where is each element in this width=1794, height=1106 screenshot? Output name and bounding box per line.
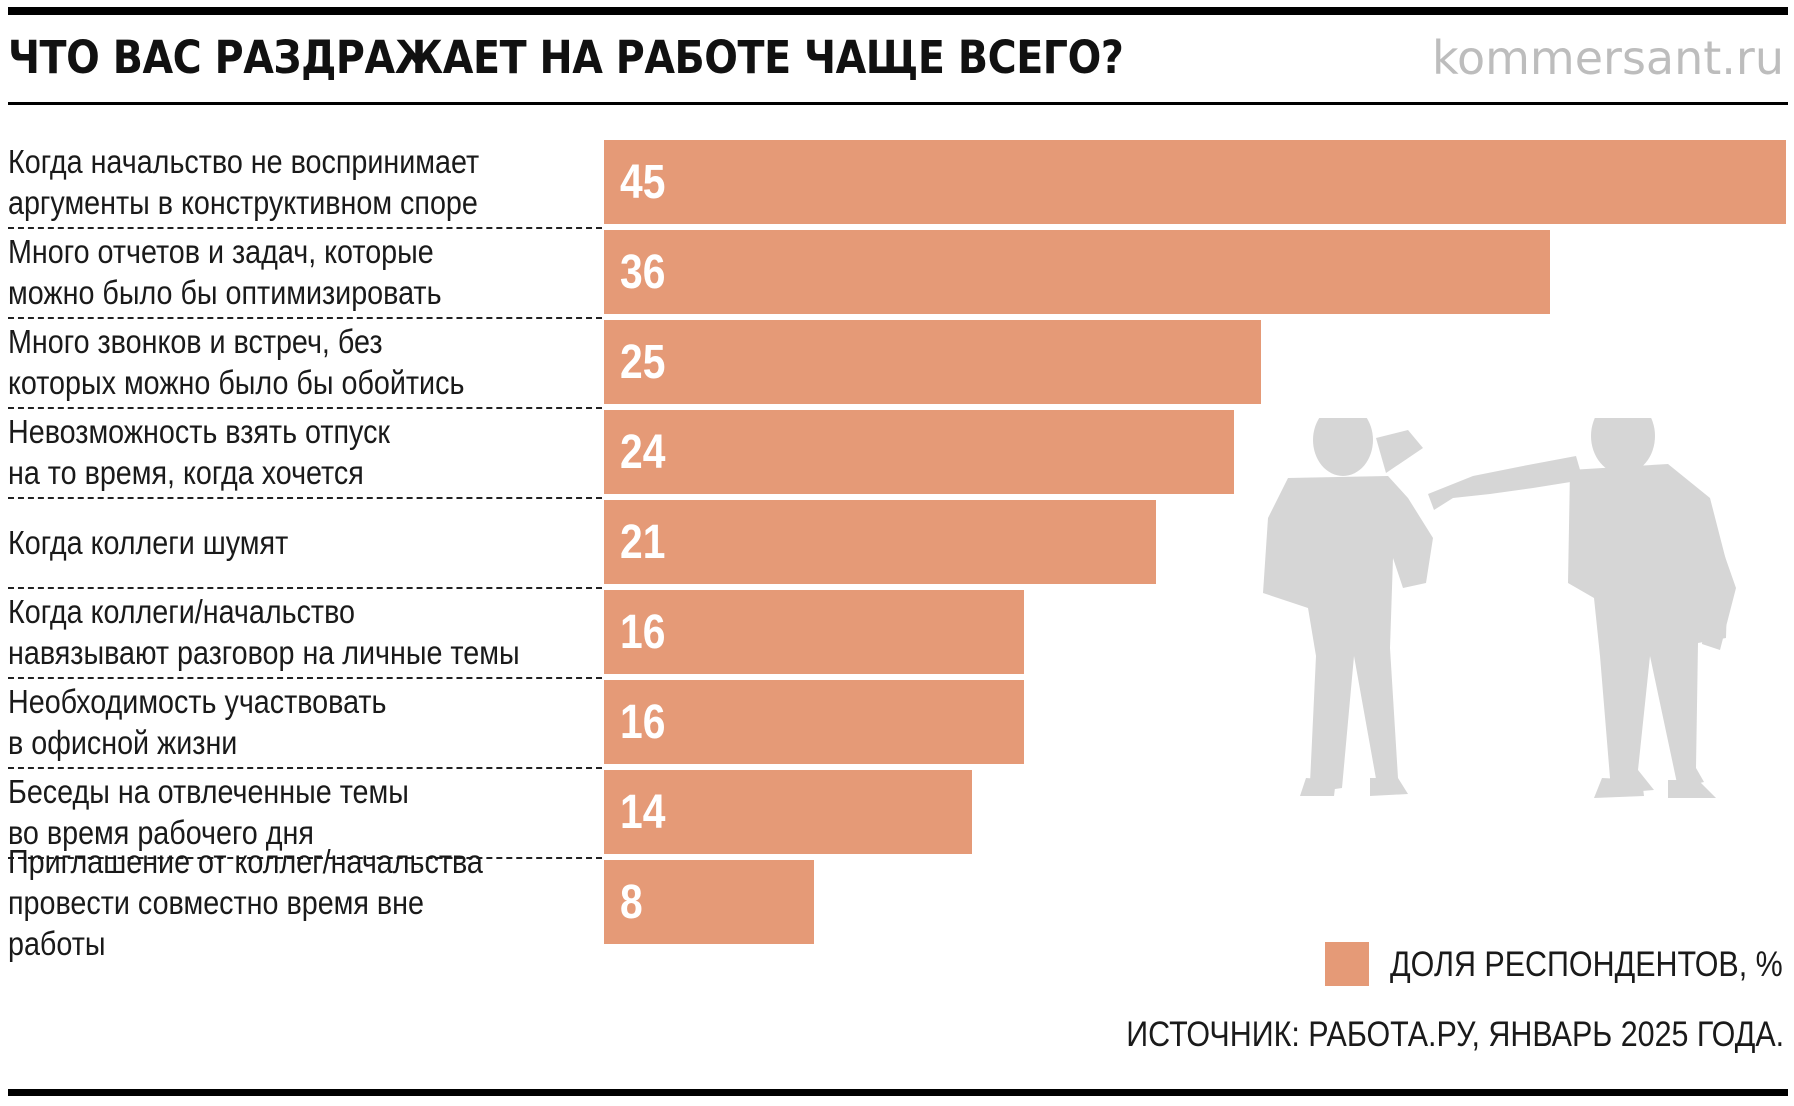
- legend-swatch: [1325, 942, 1369, 986]
- row-divider: [8, 677, 602, 679]
- category-label-text: Когда начальство не воспринимает аргумен…: [8, 143, 480, 221]
- row-divider: [8, 227, 602, 229]
- bar: [604, 860, 814, 944]
- legend-label: ДОЛЯ РЕСПОНДЕНТОВ, %: [1390, 945, 1783, 984]
- site-watermark: kommersant.ru: [1431, 31, 1784, 85]
- bar: [604, 500, 1156, 584]
- bar: [604, 590, 1024, 674]
- two-men-silhouette-icon: [1263, 418, 1736, 798]
- row-divider: [8, 407, 602, 409]
- category-label: Много звонков и встреч, без которых можн…: [8, 320, 598, 404]
- category-label: Когда коллеги шумят: [8, 500, 598, 584]
- bar-value-label: 21: [620, 515, 666, 569]
- category-label: Необходимость участвовать в офисной жизн…: [8, 680, 598, 764]
- bar: [604, 140, 1786, 224]
- bar: [604, 680, 1024, 764]
- category-label: Беседы на отвлеченные темы во время рабо…: [8, 770, 598, 854]
- bar-value-label: 8: [620, 875, 643, 929]
- category-label-text: Необходимость участвовать в офисной жизн…: [8, 683, 387, 761]
- row-divider: [8, 497, 602, 499]
- bar-value-label: 24: [620, 425, 666, 479]
- bar: [604, 770, 972, 854]
- category-label-text: Приглашение от коллег/начальства провест…: [8, 842, 483, 962]
- category-label-text: Беседы на отвлеченные темы во время рабо…: [8, 773, 409, 851]
- bottom-rule: [8, 1089, 1788, 1096]
- bar-value-label: 16: [620, 695, 666, 749]
- bar-value-label: 16: [620, 605, 666, 659]
- chart-title: ЧТО ВАС РАЗДРАЖАЕТ НА РАБОТЕ ЧАЩЕ ВСЕГО?: [8, 31, 1124, 84]
- bar-value-label: 45: [620, 155, 666, 209]
- row-divider: [8, 317, 602, 319]
- category-label: Невозможность взять отпуск на то время, …: [8, 410, 598, 494]
- row-divider: [8, 767, 602, 769]
- category-label: Приглашение от коллег/начальства провест…: [8, 843, 598, 962]
- bar: [604, 320, 1261, 404]
- row-divider: [8, 857, 602, 859]
- bar: [604, 230, 1550, 314]
- category-label: Когда коллеги/начальство навязывают разг…: [8, 590, 598, 674]
- header-rule: [8, 102, 1788, 105]
- bar-value-label: 25: [620, 335, 666, 389]
- row-divider: [8, 587, 602, 589]
- category-label-text: Когда коллеги шумят: [8, 523, 289, 561]
- bar-value-label: 36: [620, 245, 666, 299]
- category-label-text: Много отчетов и задач, которые можно был…: [8, 233, 442, 311]
- category-label: Много отчетов и задач, которые можно был…: [8, 230, 598, 314]
- category-label-text: Невозможность взять отпуск на то время, …: [8, 413, 390, 491]
- category-label-text: Много звонков и встреч, без которых можн…: [8, 323, 465, 401]
- source-note: ИСТОЧНИК: РАБОТА.РУ, ЯНВАРЬ 2025 ГОДА.: [1126, 1015, 1784, 1054]
- bar: [604, 410, 1234, 494]
- category-label: Когда начальство не воспринимает аргумен…: [8, 140, 598, 224]
- category-label-text: Когда коллеги/начальство навязывают разг…: [8, 593, 520, 671]
- bar-value-label: 14: [620, 785, 666, 839]
- top-rule: [8, 7, 1788, 15]
